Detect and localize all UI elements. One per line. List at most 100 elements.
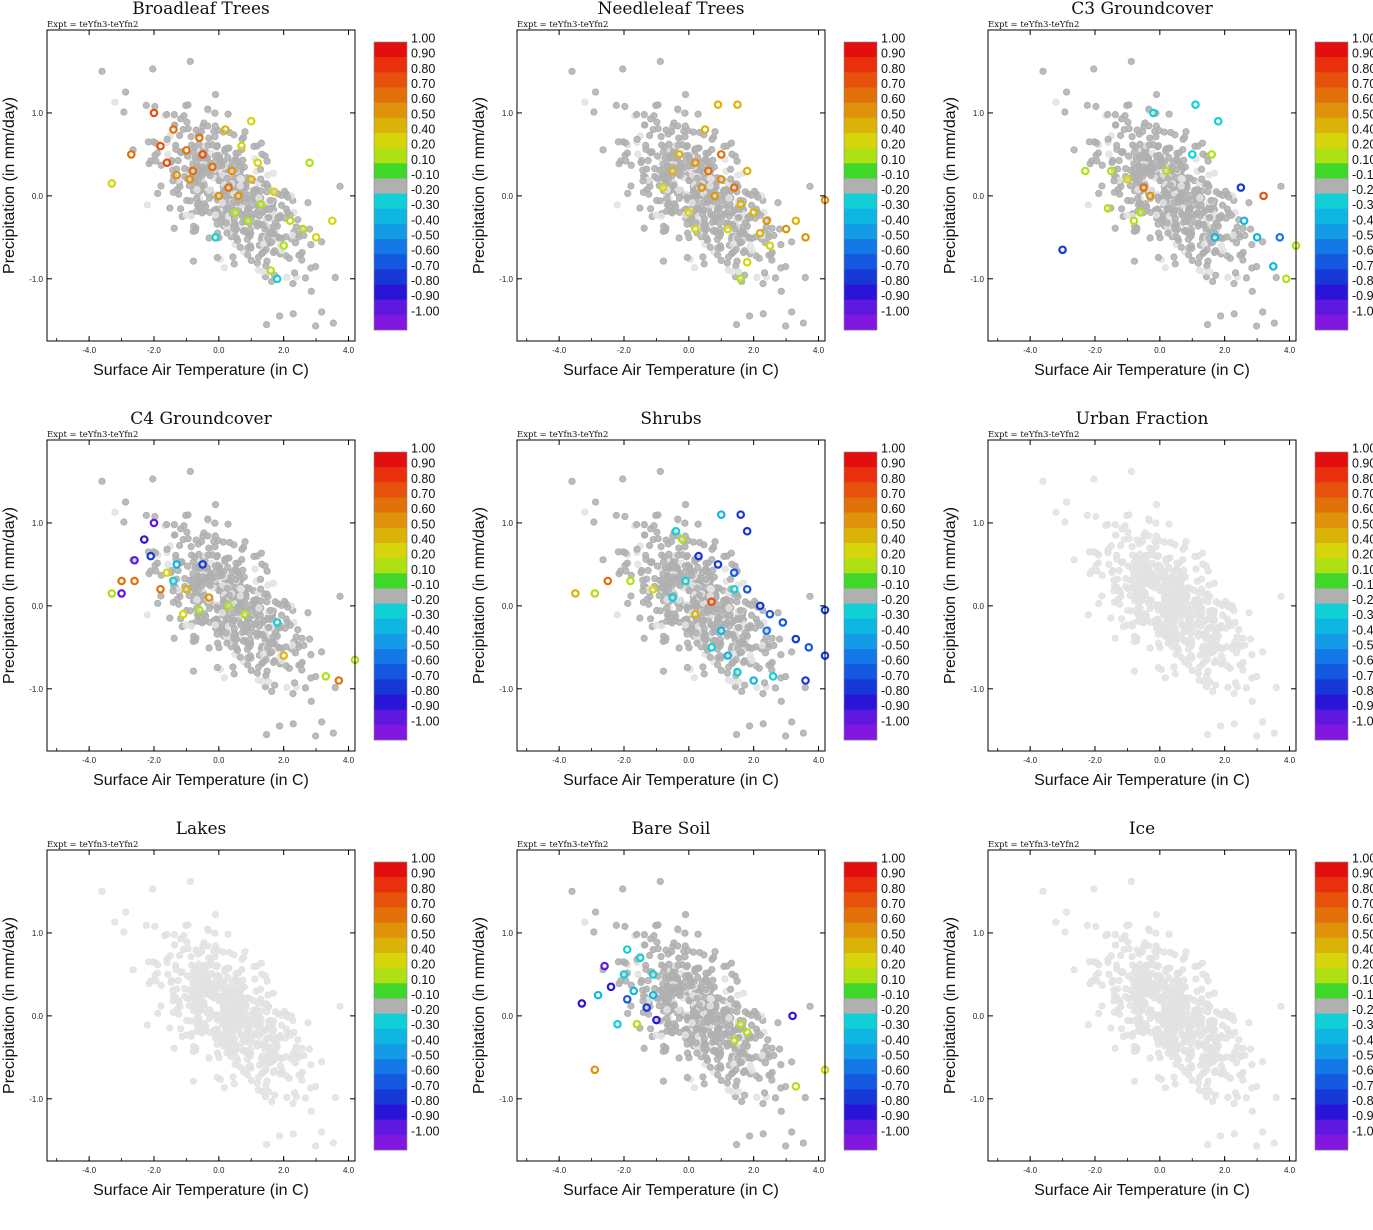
background-point (237, 1003, 243, 1009)
background-point (1147, 645, 1153, 651)
colorbar-cell (1315, 178, 1348, 193)
background-point (266, 1034, 272, 1040)
background-cloud (1040, 468, 1284, 739)
background-point (1091, 476, 1097, 482)
background-point (742, 1092, 748, 1098)
background-point (337, 183, 343, 189)
background-point (265, 582, 271, 588)
colorbar-cell (374, 467, 407, 482)
data-point (605, 578, 611, 584)
data-point (1209, 151, 1215, 157)
background-point (700, 609, 706, 615)
background-point (641, 635, 647, 641)
background-point (1240, 667, 1246, 673)
background-point (709, 146, 715, 152)
background-point (1136, 176, 1142, 182)
background-point (1174, 576, 1180, 582)
data-point (274, 619, 280, 625)
y-tick-label: 0.0 (32, 192, 44, 201)
background-point (711, 574, 717, 580)
background-point (261, 1028, 267, 1034)
background-point (653, 512, 659, 518)
colorbar-label: 1.00 (1352, 32, 1373, 46)
background-point (263, 321, 269, 327)
background-point (694, 585, 700, 591)
background-point (1223, 625, 1229, 631)
data-point (718, 511, 724, 517)
colorbar-label: 0.70 (1352, 77, 1373, 91)
data-point (209, 164, 215, 170)
background-point (259, 269, 265, 275)
background-point (1219, 192, 1225, 198)
background-point (645, 567, 651, 573)
background-point (146, 981, 152, 987)
data-point (248, 118, 254, 124)
background-point (1121, 126, 1127, 132)
background-point (1187, 220, 1193, 226)
background-point (1181, 157, 1187, 163)
x-axis-label: Surface Air Temperature (in C) (1034, 362, 1250, 379)
background-point (622, 103, 628, 109)
background-point (666, 155, 672, 161)
colorbar-cell (1315, 664, 1348, 679)
background-point (1174, 235, 1180, 241)
data-point (802, 677, 808, 683)
data-point (164, 569, 170, 575)
colorbar-label: -0.40 (411, 1033, 440, 1047)
colorbar-label: -0.90 (411, 1109, 440, 1123)
background-point (662, 638, 668, 644)
background-point (290, 311, 296, 317)
background-point (1155, 640, 1161, 646)
x-tick-label: -4.0 (552, 756, 566, 765)
data-point (157, 143, 163, 149)
colorbar-cell (1315, 634, 1348, 649)
data-point (1192, 101, 1198, 107)
y-tick-label: 1.0 (32, 109, 44, 118)
background-point (1202, 208, 1208, 214)
y-tick-label: 0.0 (502, 192, 514, 201)
background-point (1148, 164, 1154, 170)
background-point (181, 113, 187, 119)
background-point (728, 550, 734, 556)
background-point (164, 931, 170, 937)
background-point (620, 476, 626, 482)
background-point (710, 157, 716, 163)
background-point (1172, 132, 1178, 138)
background-point (1131, 149, 1137, 155)
background-point (783, 323, 789, 329)
colorbar-cell (844, 710, 877, 725)
colorbar-label: 0.10 (411, 563, 435, 577)
background-point (212, 911, 218, 917)
data-point (225, 603, 231, 609)
background-point (716, 220, 722, 226)
background-point (1227, 665, 1233, 671)
background-point (724, 598, 730, 604)
background-point (259, 1070, 265, 1076)
background-point (112, 509, 118, 515)
background-point (267, 1017, 273, 1023)
colorbar-cell (1315, 148, 1348, 163)
data-point (725, 652, 731, 658)
background-point (190, 969, 196, 975)
background-point (1182, 164, 1188, 170)
background-point (155, 1010, 161, 1016)
data-point (109, 590, 115, 596)
background-point (1096, 190, 1102, 196)
colorbar-label: 0.80 (881, 472, 905, 486)
background-point (1112, 522, 1118, 528)
background-point (637, 205, 643, 211)
colorbar-label: 0.70 (1352, 487, 1373, 501)
data-point (712, 193, 718, 199)
background-point (1243, 685, 1249, 691)
background-point (206, 1055, 212, 1061)
background-point (1231, 721, 1237, 727)
background-point (214, 1050, 220, 1056)
background-point (1208, 197, 1214, 203)
colorbar-cell (374, 163, 407, 178)
background-point (229, 1031, 235, 1037)
background-point (1210, 688, 1216, 694)
background-point (622, 513, 628, 519)
background-point (1178, 654, 1184, 660)
background-point (1146, 516, 1152, 522)
